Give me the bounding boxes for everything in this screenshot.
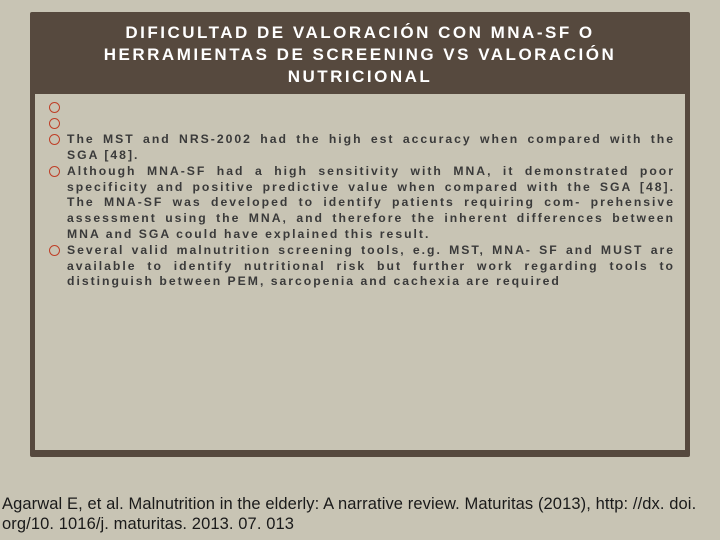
list-item: The MST and NRS-2002 had the high est ac… [49,132,675,163]
list-item [49,116,675,131]
list-item [49,100,675,115]
list-item: Although MNA-SF had a high sensitivity w… [49,164,675,242]
list-item: Several valid malnutrition screening too… [49,243,675,290]
slide-title: DIFICULTAD DE VALORACIÓN CON MNA-SF O HE… [30,12,690,98]
slide-panel: DIFICULTAD DE VALORACIÓN CON MNA-SF O HE… [30,12,690,457]
content-box: The MST and NRS-2002 had the high est ac… [35,94,685,450]
reference-citation: Agarwal E, et al. Malnutrition in the el… [2,494,714,534]
bullet-list: The MST and NRS-2002 had the high est ac… [49,100,675,290]
